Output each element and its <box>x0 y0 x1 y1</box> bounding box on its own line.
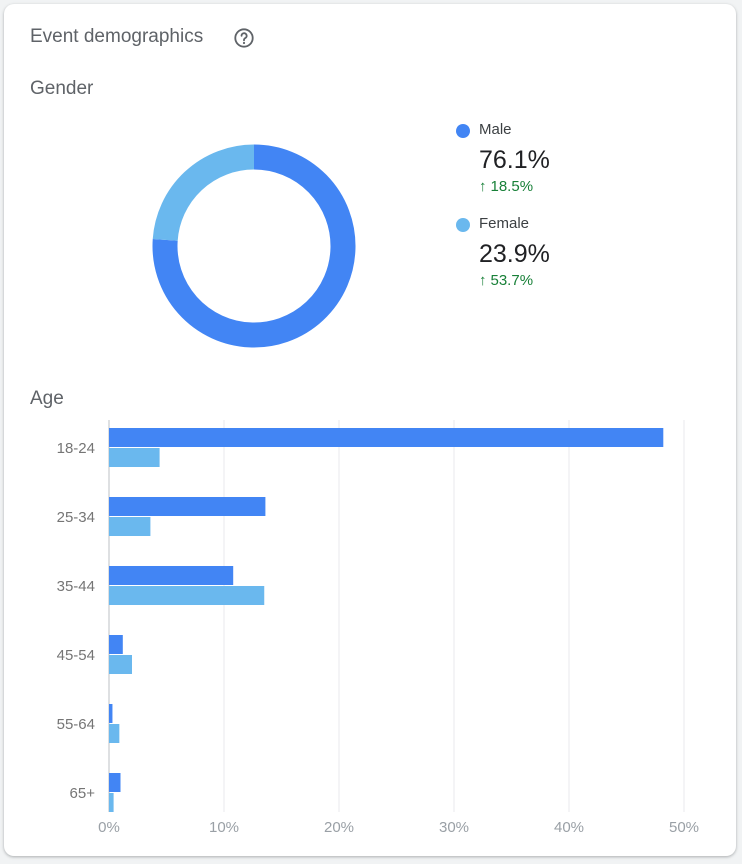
arrow-up-icon: ↑ <box>479 272 487 289</box>
male-change: ↑ 18.5% <box>479 178 533 195</box>
male-label: Male <box>479 121 512 138</box>
male-change-value: 18.5% <box>490 178 534 195</box>
help-circle-icon[interactable] <box>233 27 255 49</box>
donut-slice-male <box>152 144 356 348</box>
female-color-dot <box>456 218 470 232</box>
event-demographics-card <box>4 4 736 856</box>
donut-slice-female <box>152 144 255 242</box>
arrow-up-icon: ↑ <box>479 178 487 195</box>
female-value: 23.9% <box>479 240 550 268</box>
card-title: Event demographics <box>30 26 204 47</box>
gender-section-label: Gender <box>30 78 94 99</box>
female-change-value: 53.7% <box>490 272 534 289</box>
female-change: ↑ 53.7% <box>479 272 533 289</box>
female-label: Female <box>479 215 530 232</box>
age-section-label: Age <box>30 388 64 409</box>
gender-donut-chart <box>152 144 356 348</box>
male-value: 76.1% <box>479 146 550 174</box>
male-color-dot <box>456 124 470 138</box>
